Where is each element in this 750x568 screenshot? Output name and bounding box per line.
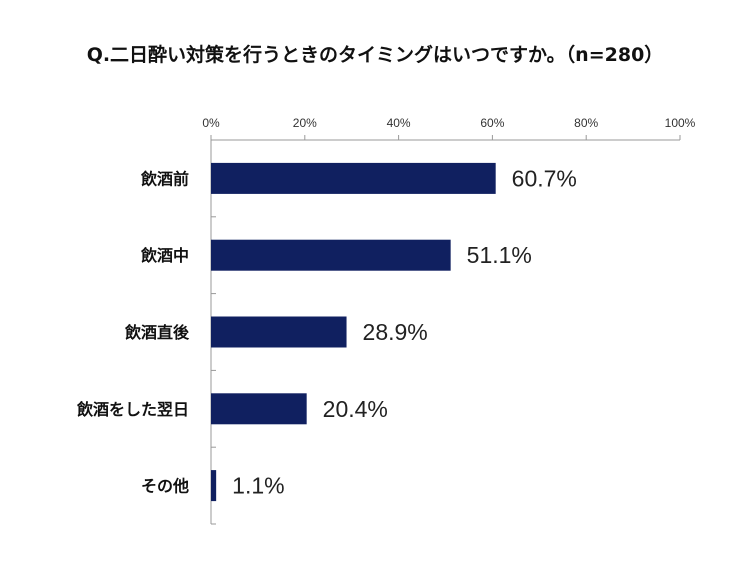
bar <box>211 239 451 271</box>
data-label: 28.9% <box>363 319 428 345</box>
x-tick-label: 60% <box>480 116 504 130</box>
category-label: その他 <box>141 477 189 496</box>
bar <box>211 162 496 194</box>
x-tick-label: 80% <box>574 116 598 130</box>
category-label: 飲酒直後 <box>124 323 190 342</box>
bar <box>211 316 347 348</box>
x-tick-label: 20% <box>293 116 317 130</box>
data-label: 60.7% <box>512 165 577 191</box>
data-label: 20.4% <box>323 396 388 422</box>
data-label: 51.1% <box>467 242 532 268</box>
category-label: 飲酒前 <box>140 169 189 188</box>
category-label: 飲酒をした翌日 <box>76 400 189 419</box>
bar <box>211 470 217 502</box>
x-tick-label: 100% <box>665 116 696 130</box>
x-tick-label: 40% <box>387 116 411 130</box>
x-tick-label: 0% <box>202 116 220 130</box>
category-label: 飲酒中 <box>140 246 189 265</box>
bar <box>211 393 307 425</box>
data-label: 1.1% <box>232 473 284 499</box>
chart-title: Q.二日酔い対策を行うときのタイミングはいつですか。（n=280） <box>86 44 664 66</box>
